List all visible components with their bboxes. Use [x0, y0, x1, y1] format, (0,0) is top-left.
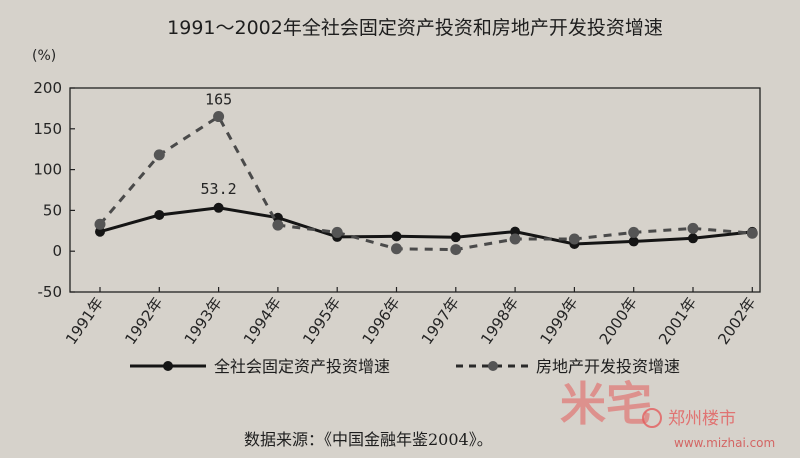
legend-label-real-estate: 房地产开发投资增速	[536, 357, 680, 376]
point-real-estate	[450, 244, 462, 256]
legend-label-fixed-asset: 全社会固定资产投资增速	[214, 357, 390, 376]
point-real-estate	[213, 111, 225, 123]
y-axis-unit: (%)	[32, 48, 56, 64]
point-real-estate	[94, 218, 106, 230]
point-real-estate	[153, 149, 165, 161]
data-source-note: 数据来源：《中国金融年鉴2004》。	[244, 430, 493, 449]
y-tick-label: 150	[33, 120, 62, 138]
point-real-estate	[391, 243, 402, 255]
point-fixed-asset	[95, 226, 105, 237]
y-tick-label: 200	[33, 79, 62, 97]
plot-border	[69, 87, 761, 293]
data-label: 165	[205, 91, 232, 109]
point-real-estate	[687, 222, 699, 234]
y-tick-label: 0	[52, 242, 62, 260]
watermark-name: 郑州楼市	[668, 409, 736, 429]
y-axis-ticks: 200 150 100 50 0 -50	[33, 79, 75, 301]
legend-marker-dashed	[488, 361, 498, 371]
point-real-estate	[628, 226, 640, 238]
y-tick-label: -50	[38, 283, 63, 301]
point-fixed-asset	[154, 209, 165, 220]
point-fixed-asset	[213, 202, 224, 213]
wechat-icon	[642, 408, 662, 428]
point-real-estate	[746, 227, 758, 239]
data-label: 53.2	[201, 180, 237, 198]
point-fixed-asset	[391, 231, 402, 242]
y-tick-label: 100	[33, 161, 62, 179]
plot-frame	[69, 87, 761, 293]
y-tick-label: 50	[43, 201, 62, 219]
series-layer	[94, 111, 758, 256]
point-fixed-asset	[628, 236, 639, 247]
series-line-real-estate	[98, 114, 753, 252]
watermark-mark: 米宅	[560, 377, 652, 431]
point-real-estate	[272, 219, 284, 231]
watermark: 米宅 郑州楼市 www.mizhai.com	[560, 377, 775, 450]
point-real-estate	[331, 226, 343, 238]
point-fixed-asset	[450, 232, 461, 243]
watermark-url: www.mizhai.com	[674, 436, 775, 450]
annotation-layer: 165 53.2	[201, 91, 237, 198]
chart-title: 1991～2002年全社会固定资产投资和房地产开发投资增速	[167, 17, 663, 39]
series-line-fixed-asset	[99, 206, 753, 246]
legend-marker-solid	[163, 361, 173, 371]
point-fixed-asset	[688, 233, 698, 244]
point-real-estate	[509, 233, 521, 245]
legend: 全社会固定资产投资增速 房地产开发投资增速	[130, 357, 680, 376]
point-real-estate	[568, 233, 580, 245]
